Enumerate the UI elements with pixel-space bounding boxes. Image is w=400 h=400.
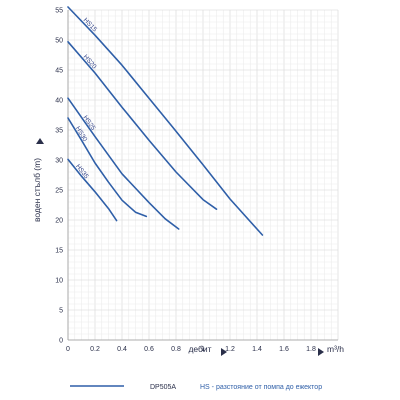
x-tick-labels: 0 0.2 0.4 0.6 0.8 1 1.2 1.4 1.6 1.8 xyxy=(66,346,316,353)
y-axis-label: воден стълб (m) xyxy=(32,158,42,222)
y-tick-label: 30 xyxy=(55,158,63,165)
grid xyxy=(67,9,339,341)
x-tick-label: 1.4 xyxy=(252,346,262,353)
y-tick-label: 55 xyxy=(55,8,63,15)
series-line-hs15 xyxy=(67,6,264,236)
legend-note: HS - разстояние от помпа до ежектор xyxy=(200,384,322,391)
legend-model-label: DP505A xyxy=(150,384,176,391)
series-line-hs20 xyxy=(67,40,218,210)
y-tick-label: 50 xyxy=(55,38,63,45)
y-tick-label: 10 xyxy=(55,278,63,285)
x-tick-label: 1.6 xyxy=(279,346,289,353)
x-tick-label: 0.8 xyxy=(171,346,181,353)
y-tick-label: 20 xyxy=(55,218,63,225)
series-line-hs35 xyxy=(67,158,118,222)
series-line-hs25 xyxy=(67,97,180,230)
x-unit-label: m³/h xyxy=(327,344,344,354)
x-axis-label: дебит xyxy=(188,344,211,354)
y-tick-label: 40 xyxy=(55,98,63,105)
x-tick-label: 0.4 xyxy=(117,346,127,353)
x-tick-label: 1 xyxy=(201,346,205,353)
y-tick-label: 35 xyxy=(55,128,63,135)
y-axis-arrow-icon xyxy=(36,138,44,144)
y-tick-label: 5 xyxy=(59,308,63,315)
series-lines xyxy=(67,6,264,236)
y-tick-label: 15 xyxy=(55,248,63,255)
y-tick-label: 45 xyxy=(55,68,63,75)
curve-label-hs15: HS15 xyxy=(82,17,99,34)
y-tick-labels: 0 5 10 15 20 25 30 35 40 45 50 55 xyxy=(55,8,63,345)
x-tick-label: 1.2 xyxy=(225,346,235,353)
x-tick-label: 0.6 xyxy=(144,346,154,353)
series-line-hs30 xyxy=(67,117,148,218)
x-tick-label: 1.8 xyxy=(306,346,316,353)
x-axis-arrow-icon xyxy=(221,348,227,356)
y-tick-label: 25 xyxy=(55,188,63,195)
y-tick-label: 0 xyxy=(59,338,63,345)
x-tick-label: 0.2 xyxy=(90,346,100,353)
axes xyxy=(67,10,338,341)
x-unit-arrow-icon xyxy=(318,348,324,356)
x-tick-label: 0 xyxy=(66,346,70,353)
curve-label-hs30: HS30 xyxy=(74,125,89,143)
